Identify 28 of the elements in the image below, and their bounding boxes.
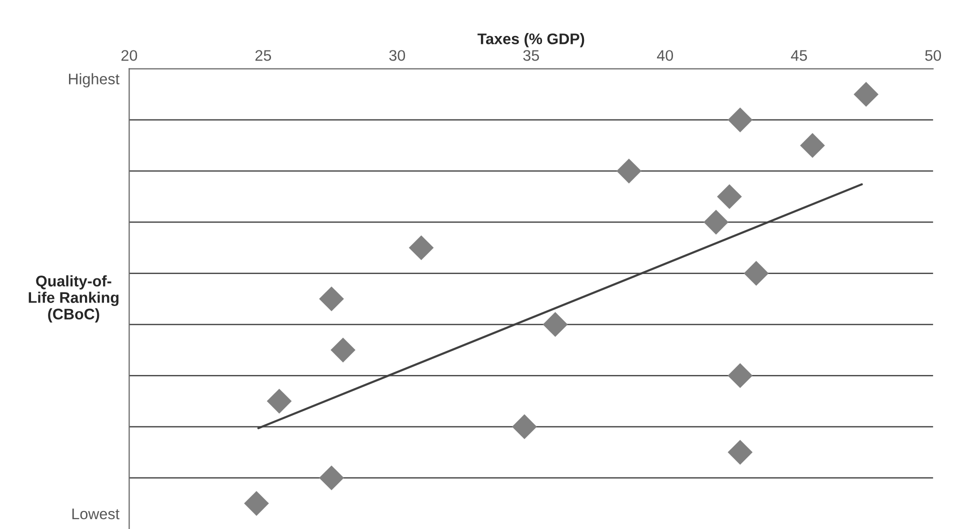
point — [408, 235, 434, 260]
point — [319, 465, 344, 490]
point — [744, 260, 769, 286]
x-tick-label: 40 — [656, 50, 674, 61]
point — [728, 107, 753, 132]
x-tick-label: 50 — [925, 50, 941, 61]
x-tick-label: 35 — [523, 50, 539, 61]
text: Highest — [69, 73, 120, 88]
point — [244, 491, 269, 516]
point — [717, 184, 742, 210]
point — [704, 210, 728, 235]
x-tick-label: 30 — [389, 50, 406, 61]
x-tick-label: 45 — [790, 50, 807, 61]
x-tick-label: 20 — [121, 50, 138, 61]
point — [800, 133, 825, 158]
point — [728, 440, 753, 465]
point — [854, 82, 879, 107]
point — [728, 363, 753, 388]
point — [512, 414, 537, 440]
point — [616, 158, 642, 184]
text: Lowest — [72, 508, 120, 520]
point — [266, 388, 292, 414]
point — [330, 338, 356, 362]
x-tick-label: 25 — [255, 50, 272, 61]
point — [542, 312, 568, 337]
x-axis-title: Taxes (% GDP) — [478, 33, 584, 48]
y-axis-title: Quality-of- Life Ranking (CBoC) — [28, 275, 118, 322]
point — [319, 286, 344, 312]
